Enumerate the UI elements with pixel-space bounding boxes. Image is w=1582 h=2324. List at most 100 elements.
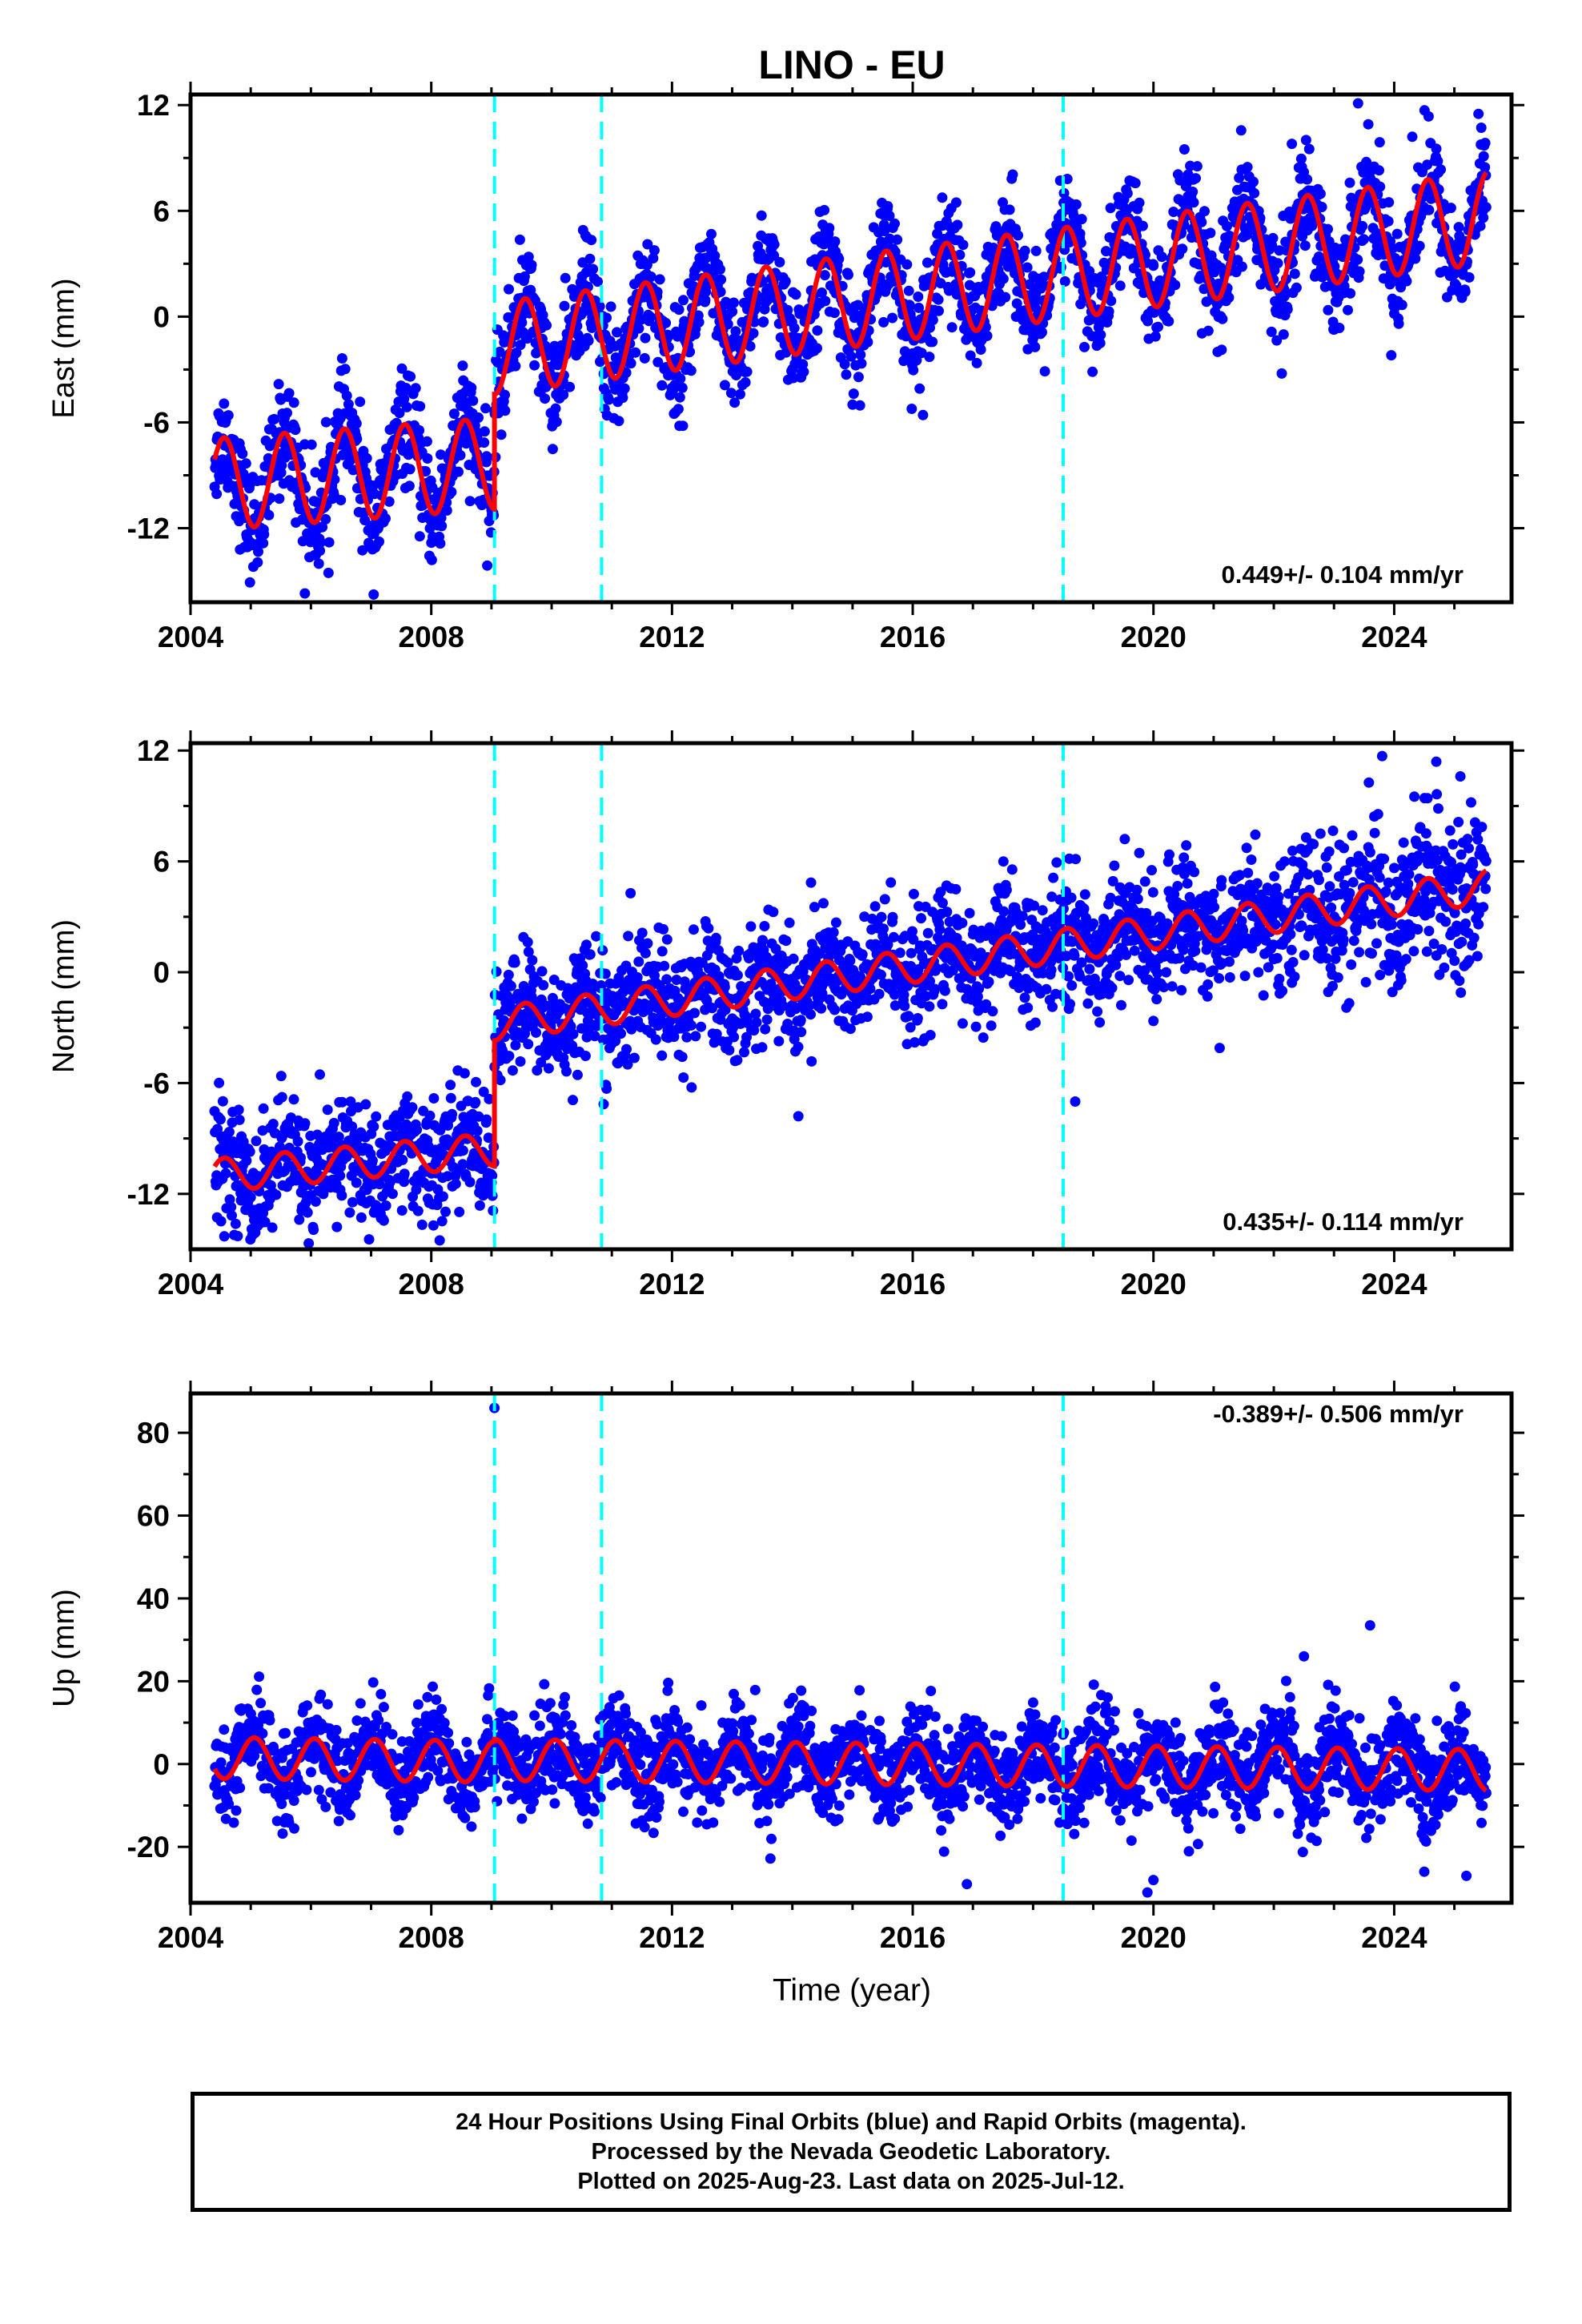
east-point <box>1137 220 1148 231</box>
north-point <box>572 1069 583 1080</box>
east-point <box>856 358 867 369</box>
north-point <box>214 1077 225 1088</box>
east-point <box>965 350 976 361</box>
north-point <box>437 1191 448 1202</box>
east-point <box>1279 291 1290 302</box>
north-point <box>773 1035 785 1047</box>
east-point <box>504 283 514 295</box>
east-point <box>436 521 448 532</box>
east-point <box>529 360 540 371</box>
east-point <box>817 287 827 298</box>
east-point <box>1344 177 1355 188</box>
east-points <box>209 98 1492 600</box>
east-point <box>1075 237 1086 248</box>
east-point <box>1191 161 1203 172</box>
north-point <box>271 1189 282 1200</box>
east-point <box>1266 326 1277 337</box>
east-point <box>903 285 914 296</box>
north-point <box>1277 985 1288 996</box>
north-point <box>703 923 714 934</box>
east-point <box>1278 329 1289 340</box>
north-point <box>220 1168 231 1179</box>
north-point <box>331 1221 343 1232</box>
east-outlier-point <box>1473 108 1484 119</box>
north-point <box>402 1091 413 1102</box>
east-point <box>1401 275 1412 287</box>
north-point <box>873 988 885 999</box>
north-point <box>1224 956 1235 967</box>
east-point <box>1203 325 1214 336</box>
east-point <box>335 495 347 505</box>
east-point <box>399 393 410 404</box>
east-point <box>1242 162 1253 173</box>
east-point <box>473 412 484 423</box>
east-point <box>722 319 733 330</box>
east-point <box>401 401 412 412</box>
north-point <box>288 1094 299 1105</box>
east-point <box>446 486 457 497</box>
north-point <box>251 1136 262 1147</box>
east-point <box>943 285 954 296</box>
north-point <box>1202 991 1213 1002</box>
north-point <box>428 1093 440 1104</box>
east-point <box>829 308 840 319</box>
north-point <box>1134 847 1145 858</box>
north-point <box>739 1047 749 1058</box>
east-point <box>1153 321 1163 332</box>
north-point <box>1109 860 1120 871</box>
north-point <box>536 966 548 977</box>
east-point <box>790 289 801 300</box>
east-point <box>971 357 982 368</box>
north-point <box>950 883 962 895</box>
east-point <box>1007 169 1018 180</box>
north-point <box>623 931 634 942</box>
east-point <box>1079 341 1090 352</box>
east-point <box>892 234 903 245</box>
east-point <box>282 408 292 419</box>
east-point <box>1460 286 1471 297</box>
east-point <box>716 274 727 285</box>
north-point <box>845 1023 856 1035</box>
east-y-axis-label: East (mm) <box>47 278 81 418</box>
east-point <box>833 253 845 264</box>
north-point <box>1315 828 1326 839</box>
north-point <box>1190 945 1201 956</box>
north-point <box>336 1190 347 1201</box>
east-point <box>673 304 685 316</box>
north-point <box>661 934 673 945</box>
east-point <box>633 323 644 334</box>
east-point <box>1386 350 1397 361</box>
east-point <box>355 396 366 408</box>
east-point <box>558 389 569 400</box>
north-point <box>217 1096 228 1107</box>
north-point <box>470 1096 481 1108</box>
north-point <box>335 1170 346 1181</box>
north-point <box>622 1059 633 1070</box>
east-point <box>1302 174 1313 185</box>
north-point <box>344 1207 355 1218</box>
east-point <box>1148 260 1159 271</box>
east-point <box>901 259 913 270</box>
east-point <box>990 221 1002 232</box>
north-point <box>1084 963 1095 975</box>
east-point <box>916 348 927 359</box>
east-x-tick-label: 2024 <box>1361 621 1427 653</box>
north-point <box>889 989 900 1000</box>
east-point <box>479 426 490 437</box>
east-point <box>481 451 492 462</box>
east-point <box>1095 329 1106 340</box>
east-point <box>862 336 873 348</box>
north-point <box>719 982 730 992</box>
east-point <box>1178 144 1190 155</box>
north-point <box>424 1110 436 1121</box>
east-point <box>975 344 986 355</box>
north-point <box>259 1216 271 1228</box>
north-point <box>710 932 721 943</box>
east-point <box>1374 137 1385 148</box>
east-point <box>884 211 895 221</box>
north-point <box>761 1014 773 1025</box>
east-point <box>798 366 809 377</box>
east-point <box>654 274 665 285</box>
east-point <box>812 325 823 336</box>
north-point <box>523 1039 534 1050</box>
